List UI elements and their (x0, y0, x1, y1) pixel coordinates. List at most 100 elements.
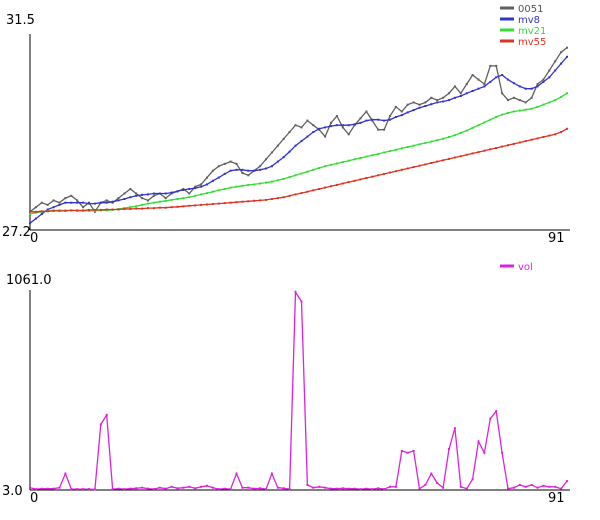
price-series-0051-point (394, 105, 397, 108)
volume-series-vol-point (93, 488, 96, 491)
price-series-mv8-point (200, 185, 203, 188)
price-series-0051-point (123, 192, 126, 195)
price-series-mv55-point (93, 208, 96, 211)
price-series-0051-line (29, 47, 568, 213)
price-series-mv8-point (335, 124, 338, 127)
price-series-mv8-point (383, 119, 386, 122)
volume-series-vol-point (394, 485, 397, 488)
price-series-mv8-point (93, 202, 96, 205)
price-series-mv55-point (52, 209, 55, 212)
price-series-mv8-point (530, 87, 533, 90)
price-series-mv55-point (206, 203, 208, 206)
price-series-mv21-point (518, 109, 521, 112)
price-series-mv55-point (211, 203, 214, 205)
price-series-mv8-point (477, 87, 480, 90)
price-series-mv8-point (211, 179, 214, 182)
price-series-mv21-point (229, 186, 232, 189)
price-series-mv21-point (217, 189, 220, 192)
price-series-mv55-point (371, 175, 374, 178)
price-series-mv21-point (341, 161, 344, 164)
price-series-mv8-point (560, 62, 563, 65)
price-series-mv55-point (418, 164, 421, 167)
price-series-mv55-point (40, 210, 43, 213)
price-series-0051-point (365, 110, 368, 113)
price-series-mv8-point (88, 202, 90, 205)
volume-series-vol-point (554, 485, 557, 488)
volume-chart: 1061.0 3.0 0 91 vol (2, 262, 570, 506)
price-series-mv8-point (34, 217, 37, 220)
price-series-mv55-point (288, 194, 291, 197)
price-series-mv55-point (158, 206, 161, 209)
volume-series-vol-point (312, 486, 315, 489)
price-series-0051-point (105, 199, 108, 202)
volume-series-vol-point (259, 487, 262, 490)
volume-series-vol-point (105, 414, 108, 416)
volume-series-vol-point (52, 487, 55, 490)
price-series-0051-point (453, 85, 456, 88)
price-series-mv21-point (477, 124, 480, 127)
price-series-mv21-point (270, 180, 273, 183)
volume-series-vol-point (217, 488, 220, 491)
volume-series-vol-point (383, 488, 386, 491)
price-series-mv8-point (123, 198, 126, 200)
price-series-mv8-point (58, 203, 61, 206)
price-series-0051-point (501, 92, 504, 95)
price-series-mv55-point (306, 190, 309, 193)
price-series-mv8-point (501, 74, 504, 76)
price-series-mv21-point (371, 154, 374, 157)
price-series-mv8-point (512, 82, 515, 85)
price-series-mv8-point (489, 80, 492, 83)
price-series-0051-point (270, 151, 273, 154)
price-series-mv55-point (412, 166, 415, 169)
price-series-mv21-point (394, 148, 397, 151)
price-y-tick-max: 31.5 (6, 13, 35, 28)
price-series-0051-point (560, 51, 563, 54)
price-series-mv55-point (88, 208, 90, 211)
price-series-mv55-point (566, 127, 568, 130)
price-series-mv8-point (394, 116, 397, 118)
price-series-mv8-point (389, 118, 391, 121)
price-series-mv55-point (389, 171, 391, 174)
volume-series-vol-point (459, 485, 462, 488)
price-series-mv55-point (259, 199, 262, 202)
volume-x-tick-start: 0 (30, 491, 38, 506)
price-series-mv8-point (152, 192, 155, 195)
price-series-0051-point (276, 144, 279, 147)
price-series-0051-point (312, 124, 315, 127)
price-series-mv55-point (46, 210, 49, 213)
price-series-0051-point (530, 96, 533, 99)
price-series-mv8-point (76, 201, 79, 204)
price-series-0051-point (507, 99, 509, 102)
price-series-0051-point (206, 176, 208, 179)
price-series-mv55-point (147, 207, 149, 210)
volume-series-vol-point (489, 417, 492, 420)
price-legend-label-mv55: mv55 (518, 37, 546, 48)
price-series-mv21-point (359, 157, 362, 159)
price-series-mv55-point (223, 202, 226, 205)
price-series-mv21-point (560, 95, 563, 98)
price-series-mv21-point (158, 200, 161, 203)
price-series-mv21-point (448, 136, 450, 138)
price-series-mv55-point (477, 151, 480, 154)
price-series-mv21-point (430, 140, 433, 143)
price-series-mv8-point (294, 144, 297, 147)
volume-series-vol-point (536, 486, 539, 489)
price-series-0051-point (294, 124, 297, 127)
price-series-mv21-point (495, 116, 498, 118)
volume-series-vol-point (123, 488, 126, 491)
price-series-mv55-point (152, 207, 155, 210)
price-series-mv21-point (471, 126, 474, 129)
price-series-mv55-point (448, 157, 450, 160)
price-series-mv55-point (99, 208, 102, 211)
volume-series-vol-point (176, 487, 179, 490)
volume-series-lines (29, 289, 568, 491)
price-series-mv55-point (471, 152, 474, 155)
price-series-0051-point (117, 197, 120, 200)
price-series-mv21-point (489, 118, 492, 121)
price-series-mv55-point (465, 153, 468, 156)
price-series-mv21-point (483, 121, 486, 124)
volume-series-vol-point (300, 300, 303, 303)
volume-series-vol-point (70, 488, 73, 491)
price-series-mv55-point (335, 183, 338, 186)
